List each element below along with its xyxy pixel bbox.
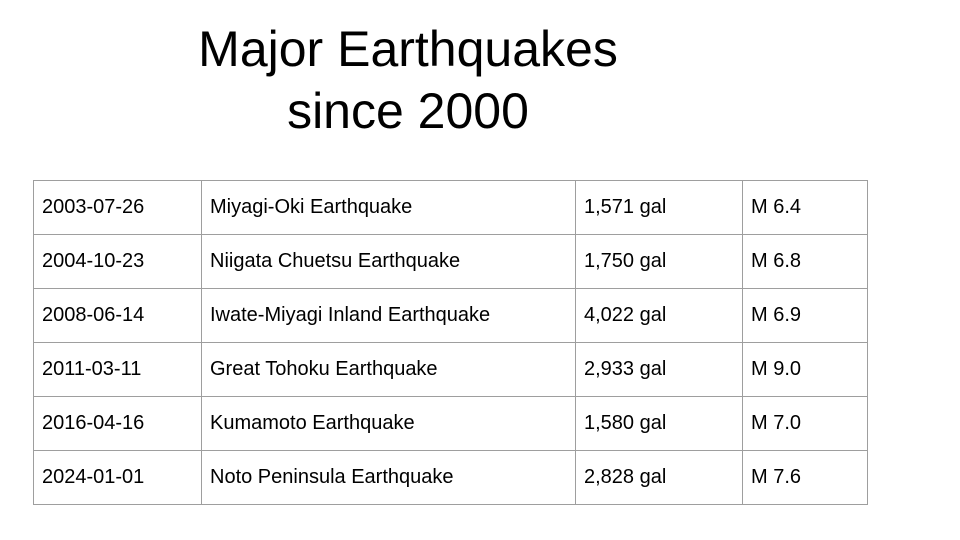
- table-cell: 1,750 gal: [575, 234, 743, 289]
- title: Major Earthquakes since 2000: [198, 21, 618, 139]
- table-row: 2004-10-23 Niigata Chuetsu Earthquake 1,75…: [33, 234, 868, 289]
- table-cell: Kumamoto Earthquake: [201, 396, 576, 451]
- table-cell: Great Tohoku Earthquake: [201, 342, 576, 397]
- table-cell: 2011-03-11: [33, 342, 202, 397]
- table-cell: 2,828 gal: [575, 450, 743, 505]
- table-cell: Niigata Chuetsu Earthquake: [201, 234, 576, 289]
- table-cell: Iwate-Miyagi Inland Earthquake: [201, 288, 576, 343]
- table-cell: 2016-04-16: [33, 396, 202, 451]
- table-cell: M 9.0: [742, 342, 868, 397]
- table-cell: Miyagi-Oki Earthquake: [201, 180, 576, 235]
- earthquake-table: 2003-07-26 Miyagi-Oki Earthquake 1,571 gal…: [33, 180, 868, 505]
- table-row: 2008-06-14 Iwate-Miyagi Inland Earthquake…: [33, 288, 868, 343]
- table-cell: 1,571 gal: [575, 180, 743, 235]
- table-cell: 4,022 gal: [575, 288, 743, 343]
- table-row: 2003-07-26 Miyagi-Oki Earthquake 1,571 gal…: [33, 180, 868, 235]
- table-cell: 2004-10-23: [33, 234, 202, 289]
- table-cell: 1,580 gal: [575, 396, 743, 451]
- table-cell: 2,933 gal: [575, 342, 743, 397]
- table-row: 2011-03-11 Great Tohoku Earthquake 2,933 g…: [33, 342, 868, 397]
- table-cell: 2008-06-14: [33, 288, 202, 343]
- table-cell: M 7.6: [742, 450, 868, 505]
- table-cell: M 6.9: [742, 288, 868, 343]
- table-cell: M 7.0: [742, 396, 868, 451]
- table-row: 2016-04-16 Kumamoto Earthquake 1,580 gal M …: [33, 396, 868, 451]
- table-cell: Noto Peninsula Earthquake: [201, 450, 576, 505]
- table-row: 2024-01-01 Noto Peninsula Earthquake 2,828…: [33, 450, 868, 505]
- table-cell: 2003-07-26: [33, 180, 202, 235]
- table-cell: M 6.4: [742, 180, 868, 235]
- table-cell: M 6.8: [742, 234, 868, 289]
- table-cell: 2024-01-01: [33, 450, 202, 505]
